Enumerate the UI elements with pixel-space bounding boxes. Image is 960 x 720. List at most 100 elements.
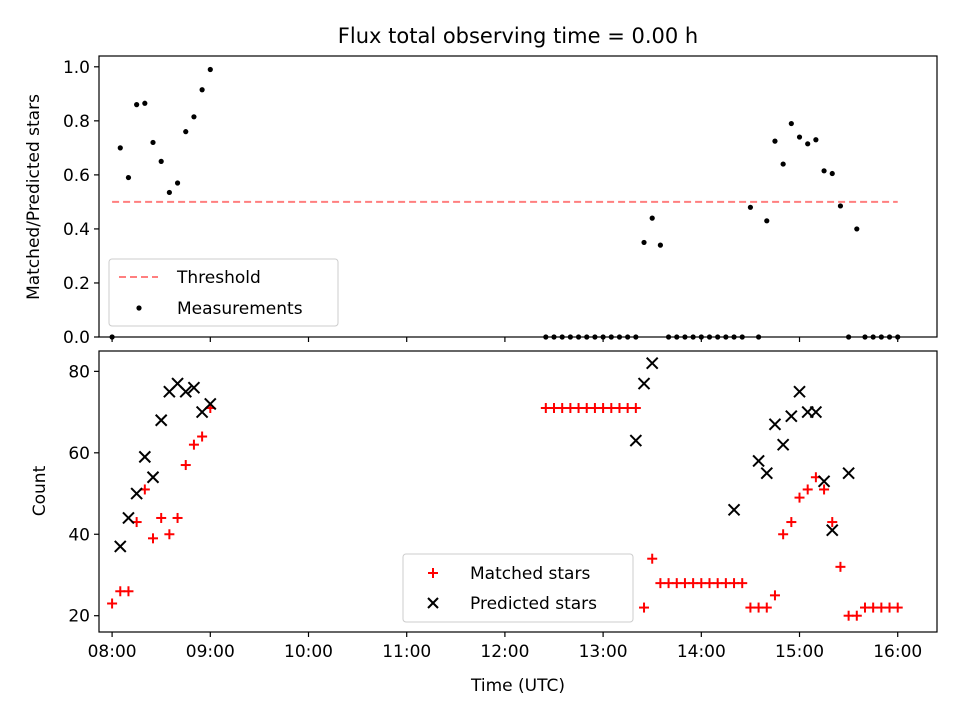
predicted-star-point: [793, 385, 806, 398]
matched-star-point: [180, 460, 191, 471]
legend-threshold-label: Threshold: [176, 268, 261, 288]
predicted-star-point: [637, 377, 651, 390]
measurement-point: [821, 168, 827, 174]
matched-star-point: [647, 553, 658, 564]
top-panel: 0.0 0.2 0.4 0.6 0.8 1.0 Matched/Predicted sta…: [24, 55, 938, 348]
matched-star-point: [794, 492, 805, 503]
predicted-star-point: [826, 523, 839, 537]
measurement-point: [829, 170, 835, 177]
measurement-point: [199, 87, 205, 93]
predicted-star-point: [768, 418, 782, 431]
chart-title: Flux total observing time = 0.00 h: [338, 24, 698, 48]
legend-matched-marker: [428, 568, 438, 578]
matched-star-point: [639, 602, 650, 613]
matched-star-point: [786, 517, 797, 528]
measurement-point: [117, 145, 123, 151]
measurement-point: [150, 139, 156, 146]
matched-star-point: [892, 602, 903, 613]
predicted-star-point: [130, 487, 143, 500]
matched-star-point: [197, 431, 208, 442]
predicted-star-point: [817, 475, 831, 488]
matched-star-point: [802, 484, 813, 495]
predicted-star-point: [138, 450, 152, 464]
measurement-point: [142, 100, 148, 106]
x-tick-label: 12:00: [480, 642, 529, 662]
predicted-star-point: [122, 511, 135, 525]
predicted-star-point: [204, 397, 217, 411]
x-tick-label: 14:00: [677, 642, 726, 662]
predicted-star-point: [187, 381, 201, 394]
measurement-point: [772, 138, 778, 144]
measurement-point: [747, 204, 754, 210]
y-tick-label: 0.4: [63, 220, 90, 240]
matched-star-point: [630, 403, 641, 414]
measurement-point: [134, 102, 140, 108]
measurement-point: [657, 242, 663, 248]
y-tick-label: 0.8: [63, 112, 90, 132]
x-tick-label: 08:00: [88, 642, 137, 662]
legend-matched-label: Matched stars: [470, 564, 590, 584]
matched-star-point: [835, 561, 846, 572]
measurement-point: [191, 114, 197, 120]
y-tick-label: 1.0: [63, 58, 90, 78]
top-panel-ylabel: Matched/Predicted stars: [24, 94, 44, 300]
matched-star-point: [172, 512, 183, 523]
x-tick-label: 16:00: [873, 642, 922, 662]
measurement-point: [796, 134, 803, 140]
matched-star-point: [827, 517, 838, 528]
predicted-star-point: [727, 503, 741, 517]
bottom-panel-ylabel: Count: [30, 465, 50, 516]
y-tick-label: 20: [68, 607, 90, 627]
top-panel-legend: Threshold Measurements: [108, 258, 339, 327]
measurement-point: [813, 137, 819, 143]
measurement-point: [764, 218, 770, 224]
predicted-star-point: [179, 385, 192, 398]
x-tick-label: 11:00: [382, 642, 431, 662]
predicted-star-point: [760, 466, 773, 480]
x-tick-label: 13:00: [579, 642, 628, 662]
predicted-star-point: [785, 409, 798, 423]
matched-star-point: [778, 529, 789, 540]
measurement-point: [854, 226, 860, 232]
legend-predicted-label: Predicted stars: [470, 594, 597, 614]
predicted-star-point: [154, 414, 168, 427]
matched-star-point: [164, 529, 175, 540]
measurement-point: [125, 174, 132, 181]
legend-measurements-marker: [136, 305, 142, 311]
y-tick-label: 0.6: [63, 166, 90, 186]
y-tick-label: 0.2: [63, 274, 90, 294]
matched-star-point: [123, 586, 134, 597]
x-tick-label: 10:00: [284, 642, 333, 662]
predicted-star-point: [629, 434, 643, 447]
measurement-point: [641, 239, 647, 246]
y-tick-label: 80: [68, 362, 90, 382]
matched-star-point: [156, 512, 167, 523]
predicted-star-point: [752, 454, 765, 468]
matched-star-point: [819, 484, 830, 495]
measurement-point: [837, 203, 844, 209]
y-tick-label: 60: [68, 444, 90, 464]
y-tick-label: 40: [68, 525, 90, 545]
matched-star-point: [737, 578, 748, 589]
measurement-point: [174, 180, 181, 186]
measurement-point: [780, 161, 786, 167]
top-panel-frame: [98, 55, 938, 338]
measurement-point: [788, 120, 794, 127]
y-tick-label: 0.0: [63, 328, 90, 348]
matched-star-point: [107, 598, 118, 609]
measurement-point: [207, 66, 213, 73]
bottom-panel-legend: Matched stars Predicted stars: [402, 553, 634, 623]
predicted-star-point: [114, 540, 127, 553]
predicted-star-point: [842, 466, 855, 480]
predicted-star-point: [646, 357, 659, 370]
x-axis-label: Time (UTC): [470, 676, 565, 696]
measurement-point: [166, 189, 172, 196]
measurement-point: [183, 129, 189, 135]
bottom-panel: 20 40 60 80 08:00 09:00 10:00 11:00 12:00 13:00 1…: [30, 350, 938, 696]
measurement-point: [649, 215, 655, 221]
matched-star-point: [769, 590, 780, 601]
legend-predicted-marker: [427, 597, 439, 609]
matched-star-point: [148, 533, 159, 544]
predicted-star-point: [809, 405, 823, 419]
